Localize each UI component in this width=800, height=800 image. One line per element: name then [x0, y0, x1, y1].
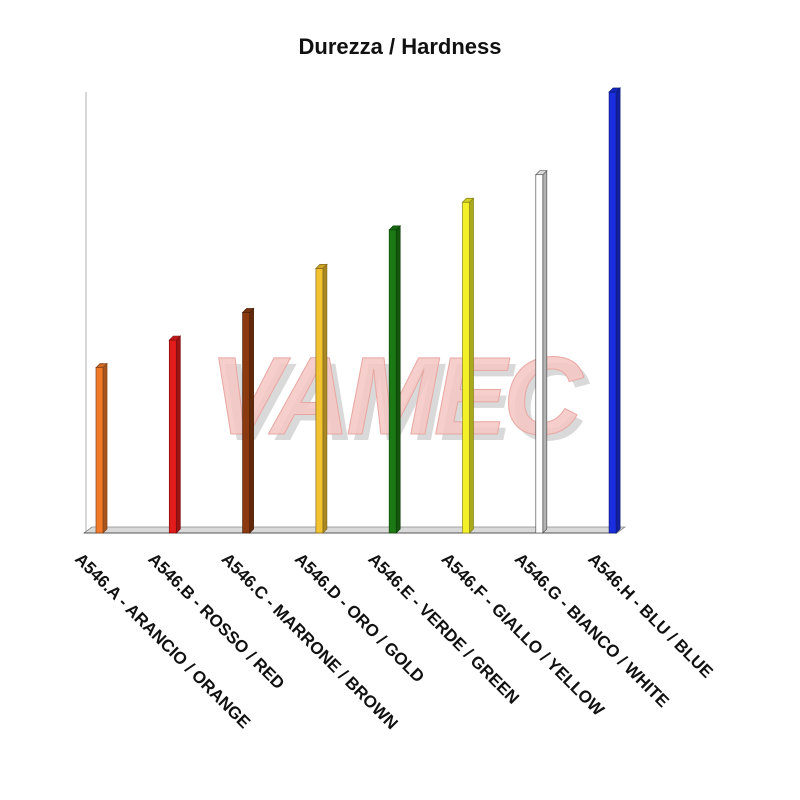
bar-1: [95, 362, 108, 534]
bar-side: [249, 307, 254, 534]
bar-top: [241, 308, 255, 313]
bar-side: [395, 224, 401, 534]
category-label: A546.H - BLU / BLUE: [584, 549, 716, 681]
category-label: A546.D - ORO / GOLD: [291, 549, 428, 686]
bar-3: [241, 307, 255, 534]
bar-2: [168, 335, 182, 534]
bar-side: [322, 263, 328, 534]
bar-7: [534, 169, 548, 534]
bar-front: [95, 367, 104, 534]
bar-front: [462, 201, 470, 534]
bar-top: [95, 363, 108, 368]
bar-5: [388, 224, 402, 534]
bar-front: [315, 268, 324, 534]
bar-front: [535, 174, 544, 534]
bar-top: [168, 335, 182, 341]
bar-side: [469, 197, 474, 534]
chart-axes: [82, 92, 627, 534]
category-label: A546.E - VERDE / GREEN: [364, 549, 522, 707]
bar-top: [608, 87, 621, 93]
bar-top: [315, 264, 328, 269]
bar-top: [461, 197, 475, 203]
bar-side: [175, 335, 181, 534]
bars: [95, 87, 621, 534]
watermark-shadow: VAMEC: [215, 341, 590, 464]
bar-front: [388, 229, 397, 534]
bar-front: [608, 91, 617, 534]
bar-top: [388, 225, 402, 231]
bar-side: [615, 87, 621, 534]
bar-4: [315, 263, 328, 534]
bar-front: [168, 339, 177, 534]
category-label: A546.G - BIANCO / WHITE: [511, 549, 673, 711]
bar-8: [608, 87, 621, 534]
chart-title: Durezza / Hardness: [298, 34, 502, 59]
bar-front: [242, 312, 250, 534]
bar-6: [461, 197, 475, 534]
bar-top: [534, 170, 548, 176]
category-label: A546.B - ROSSO / RED: [144, 549, 288, 693]
bar-side: [102, 362, 108, 534]
bar-side: [542, 169, 548, 534]
